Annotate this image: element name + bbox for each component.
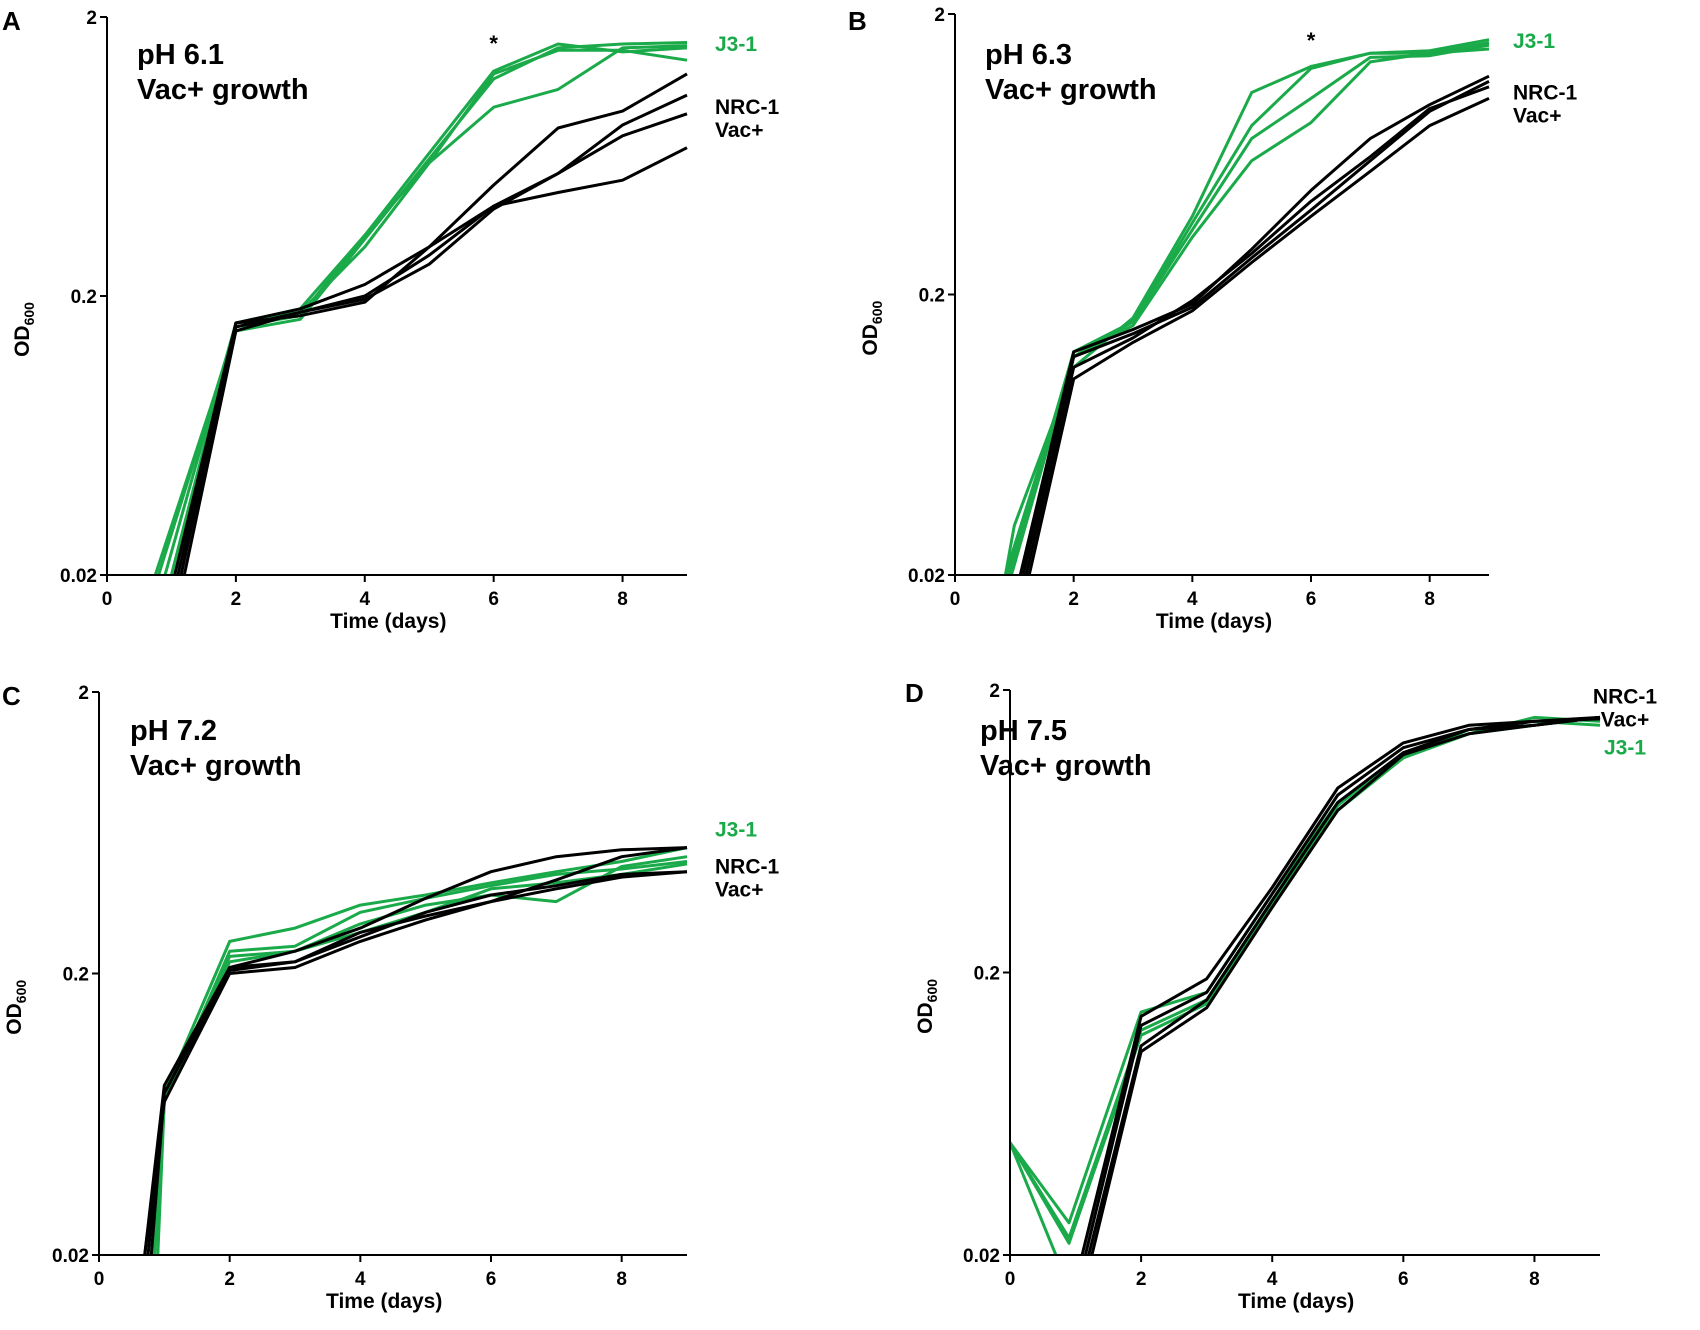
xtick-label-4: 4 (359, 589, 370, 610)
y-axis-label: OD600 (11, 302, 37, 357)
series-line-j3-1-3 (1009, 47, 1490, 575)
legend-nrc-1: NRC-1 (715, 855, 779, 878)
xtick-label-2: 2 (224, 1269, 235, 1290)
series-line-nrc-1-vac-plus-7 (182, 93, 688, 575)
y-axis-label-sub: 600 (869, 301, 885, 325)
y-axis-label-sub: 600 (924, 979, 940, 1003)
xtick-label-4: 4 (1187, 589, 1198, 610)
panel-c: C pH 7.2 Vac+ growth Time (days) OD600 0… (2, 681, 779, 1313)
panel-letter-c: C (2, 681, 21, 711)
xtick-label-8: 8 (617, 589, 628, 610)
xtick-label-6: 6 (488, 589, 499, 610)
legend-vac-plus: Vac+ (715, 878, 763, 901)
series-line-nrc-1-vac-plus-4 (143, 846, 688, 1255)
xtick-label-2: 2 (1068, 589, 1079, 610)
panel-letter-d: D (905, 678, 924, 708)
legend-nrc-1: NRC-1 (1513, 81, 1577, 104)
series-line-nrc-1-vac-plus-6 (149, 870, 688, 1255)
xtick-label-4: 4 (1267, 1269, 1278, 1290)
significance-asterisk: * (489, 31, 498, 56)
ytick-label-0.2: 0.2 (974, 964, 1000, 985)
y-axis-label-sub: 600 (21, 302, 37, 326)
y-axis-label-main: OD (859, 324, 882, 356)
xtick-label-0: 0 (102, 589, 113, 610)
legend-j3-1: J3-1 (1604, 737, 1646, 760)
y-axis-label-main: OD (914, 1002, 937, 1034)
x-axis-label: Time (days) (1238, 1290, 1354, 1313)
significance-asterisk: * (1307, 28, 1316, 53)
panel-letter-a: A (2, 6, 21, 36)
x-axis-label: Time (days) (1156, 610, 1272, 633)
xtick-label-2: 2 (231, 589, 242, 610)
series-line-nrc-1-vac-plus-6 (1087, 717, 1601, 1255)
legend-j3-1: J3-1 (715, 33, 757, 56)
panel-d: D pH 7.5 Vac+ growth Time (days) OD600 0… (905, 678, 1657, 1313)
panel-b: B pH 6.3 Vac+ growth Time (days) OD600 0… (848, 5, 1577, 633)
xtick-label-6: 6 (1398, 1269, 1409, 1290)
panel-letter-b: B (848, 6, 867, 36)
xtick-label-6: 6 (486, 1269, 497, 1290)
series-line-j3-1-0 (149, 846, 688, 1255)
y-axis-label-sub: 600 (13, 980, 29, 1004)
x-axis-label: Time (days) (326, 1290, 442, 1313)
legend-j3-1: J3-1 (715, 818, 757, 841)
xtick-label-8: 8 (1424, 589, 1435, 610)
xtick-label-2: 2 (1136, 1269, 1147, 1290)
ytick-label-2: 2 (78, 683, 89, 704)
series-line-nrc-1-vac-plus-5 (1021, 80, 1490, 575)
y-axis-label: OD600 (859, 301, 885, 356)
ytick-label-0.2: 0.2 (919, 286, 945, 307)
ytick-label-0.02: 0.02 (60, 566, 97, 587)
panel-title-line2: Vac+ growth (130, 750, 302, 782)
panel-title-line1: pH 6.3 (985, 39, 1072, 71)
legend-j3-1: J3-1 (1513, 30, 1555, 53)
xtick-label-0: 0 (94, 1269, 105, 1290)
series-line-nrc-1-vac-plus-6 (179, 146, 688, 575)
ytick-label-0.02: 0.02 (52, 1246, 89, 1267)
x-axis-label: Time (days) (330, 610, 446, 633)
ytick-label-0.02: 0.02 (908, 566, 945, 587)
xtick-label-4: 4 (355, 1269, 366, 1290)
xtick-label-8: 8 (1529, 1269, 1540, 1290)
y-axis-label: OD600 (3, 980, 29, 1035)
ytick-label-0.2: 0.2 (71, 287, 97, 308)
legend-nrc-1: NRC-1 (1593, 685, 1657, 708)
ytick-label-0.02: 0.02 (963, 1246, 1000, 1267)
legend-vac-plus: Vac+ (1513, 104, 1561, 127)
panel-title-line1: pH 7.5 (980, 715, 1067, 747)
legend-vac-plus: Vac+ (1601, 708, 1649, 731)
series-line-nrc-1-vac-plus-7 (1090, 715, 1601, 1255)
legend-nrc-1: NRC-1 (715, 96, 779, 119)
series-line-j3-1-3 (1010, 1142, 1058, 1255)
series-line-nrc-1-vac-plus-4 (1018, 74, 1490, 575)
panel-title-line1: pH 7.2 (130, 715, 217, 747)
panel-title-line2: Vac+ growth (985, 74, 1157, 106)
xtick-label-0: 0 (950, 589, 961, 610)
ytick-label-0.2: 0.2 (63, 965, 89, 986)
legend-vac-plus: Vac+ (715, 119, 763, 142)
series-line-nrc-1-vac-plus-6 (1024, 85, 1490, 575)
xtick-label-0: 0 (1005, 1269, 1016, 1290)
ytick-label-2: 2 (934, 5, 945, 26)
series-line-nrc-1-vac-plus-7 (143, 870, 688, 1255)
panel-title-line2: Vac+ growth (980, 750, 1152, 782)
y-axis-label-main: OD (11, 325, 34, 357)
series-line-nrc-1-vac-plus-7 (1027, 97, 1490, 575)
xtick-label-6: 6 (1306, 589, 1317, 610)
panel-a: A pH 6.1 Vac+ growth Time (days) OD600 0… (2, 6, 779, 633)
panel-title-line1: pH 6.1 (137, 39, 224, 71)
series-line-j3-1-0 (153, 41, 688, 575)
xtick-label-8: 8 (616, 1269, 627, 1290)
ytick-label-2: 2 (86, 8, 97, 29)
y-axis-label: OD600 (914, 979, 940, 1034)
y-axis-label-main: OD (3, 1003, 26, 1035)
ytick-label-2: 2 (989, 681, 1000, 702)
panel-title-line2: Vac+ growth (137, 74, 309, 106)
